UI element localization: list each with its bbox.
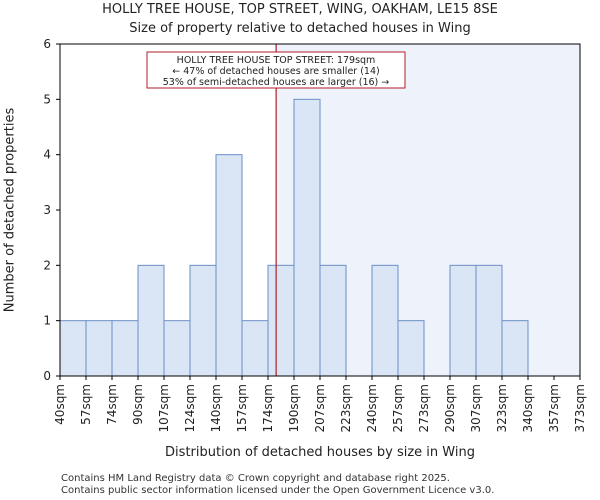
x-tick-label: 290sqm	[443, 384, 457, 432]
histogram-bar	[215, 154, 243, 377]
histogram-bar	[137, 264, 165, 377]
histogram-bar	[449, 264, 477, 377]
annotation-line-1: HOLLY TREE HOUSE TOP STREET: 179sqm	[177, 55, 376, 66]
histogram-bar	[189, 264, 217, 377]
histogram-bar	[59, 320, 87, 377]
x-tick-label: 323sqm	[495, 384, 509, 432]
x-tick-label: 223sqm	[339, 384, 353, 432]
footer-licence: Contains public sector information licen…	[61, 485, 495, 496]
histogram-bar	[111, 320, 139, 377]
footer-copyright: Contains HM Land Registry data © Crown c…	[61, 473, 450, 484]
x-tick-label: 57sqm	[79, 384, 93, 425]
x-tick-label: 373sqm	[573, 384, 587, 432]
y-tick-label: 6	[43, 37, 51, 51]
annotation-line-3: 53% of semi-detached houses are larger (…	[163, 77, 390, 88]
histogram-bar	[85, 320, 113, 377]
x-tick-label: 40sqm	[53, 384, 67, 425]
x-tick-label: 307sqm	[469, 384, 483, 432]
y-tick-label: 1	[43, 314, 51, 328]
x-tick-label: 207sqm	[313, 384, 327, 432]
x-tick-label: 140sqm	[209, 384, 223, 432]
x-tick-label: 257sqm	[391, 384, 405, 432]
y-tick-label: 0	[43, 369, 51, 383]
x-axis-label: Distribution of detached houses by size …	[165, 445, 475, 460]
histogram-bar	[267, 264, 295, 377]
y-tick-label: 3	[43, 203, 51, 217]
x-tick-label: 157sqm	[235, 384, 249, 432]
histogram-bar	[501, 320, 529, 377]
histogram-bar	[293, 98, 321, 377]
histogram-bar	[319, 264, 347, 377]
chart-title: HOLLY TREE HOUSE, TOP STREET, WING, OAKH…	[102, 2, 498, 17]
x-tick-label: 74sqm	[105, 384, 119, 425]
x-tick-label: 107sqm	[157, 384, 171, 432]
x-tick-label: 240sqm	[365, 384, 379, 432]
histogram-bar	[163, 320, 191, 377]
y-tick-label: 2	[43, 258, 51, 272]
histogram-bar	[475, 264, 503, 377]
histogram-bar	[371, 264, 399, 377]
y-tick-label: 4	[43, 148, 51, 162]
x-tick-label: 174sqm	[261, 384, 275, 432]
histogram-bar	[397, 320, 425, 377]
chart-subtitle: Size of property relative to detached ho…	[129, 21, 471, 36]
annotation-box	[146, 51, 406, 89]
y-tick-label: 5	[43, 92, 51, 106]
x-tick-label: 357sqm	[547, 384, 561, 432]
x-tick-label: 124sqm	[183, 384, 197, 432]
x-tick-label: 90sqm	[131, 384, 145, 425]
x-tick-label: 340sqm	[521, 384, 535, 432]
histogram-bar	[241, 320, 269, 377]
x-tick-label: 190sqm	[287, 384, 301, 432]
y-axis-label: Number of detached properties	[2, 107, 18, 313]
annotation-line-2: ← 47% of detached houses are smaller (14…	[172, 66, 379, 77]
x-tick-label: 273sqm	[417, 384, 431, 432]
